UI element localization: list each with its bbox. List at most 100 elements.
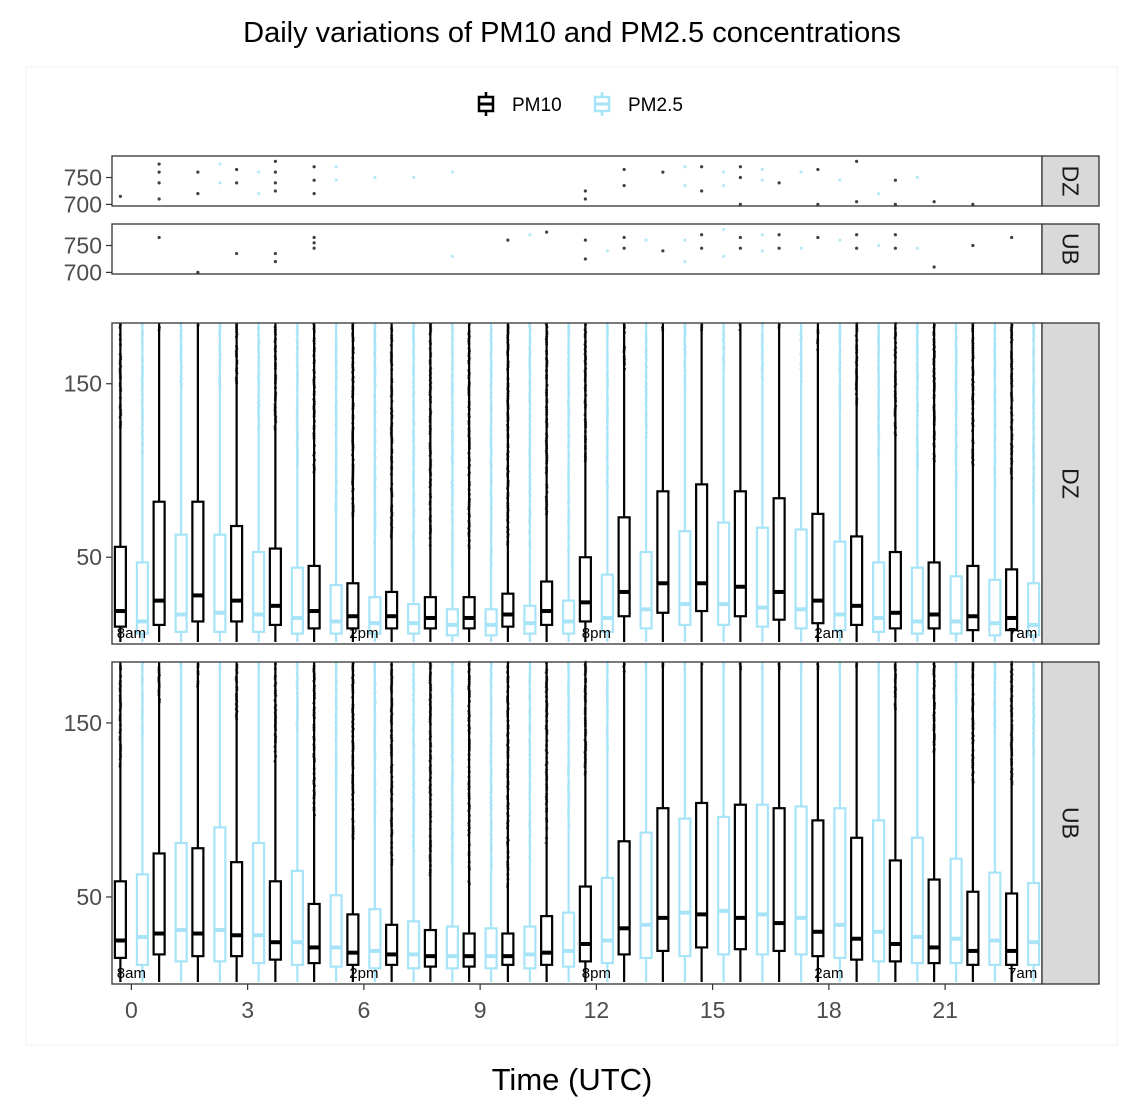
x-tick-label: 9 [474, 997, 487, 1023]
iqr-box [949, 857, 963, 965]
outlier-point [799, 170, 803, 174]
iqr-box [639, 831, 653, 959]
panel-dz-lower: 50 150 8am 2pm 8pm 2am 7am DZ [64, 321, 1100, 645]
box-pm10-hour-13 [617, 323, 631, 642]
outlier-point [760, 167, 764, 172]
local-time-label-8pm: 8pm [582, 625, 611, 642]
facet-strip-label-ub: UB [1058, 233, 1084, 265]
iqr-box [174, 841, 188, 963]
box-pm25-hour-18 [833, 662, 847, 982]
box-pm25-hour-19 [872, 662, 886, 982]
outlier-point [777, 233, 781, 237]
iqr-box [678, 530, 692, 627]
outlier-point [661, 170, 665, 174]
outlier-point [622, 246, 626, 250]
box-pm25-hour-11 [562, 323, 576, 642]
outlier-point [932, 265, 936, 269]
iqr-box [290, 566, 304, 635]
iqr-box [695, 483, 709, 613]
outlier-point [700, 165, 704, 169]
box-pm25-hour-9 [484, 662, 498, 982]
outlier-point [235, 251, 239, 256]
outlier-point [157, 197, 161, 201]
local-time-label-2am: 2am [814, 965, 843, 982]
box-pm10-hour-20 [888, 662, 902, 982]
iqr-box [135, 873, 149, 966]
iqr-box [656, 490, 670, 614]
outlier-point [816, 202, 820, 206]
outlier-point [622, 183, 626, 188]
outlier-point [196, 270, 200, 274]
legend: PM10 PM2.5 [477, 92, 683, 116]
outlier-point [777, 181, 781, 185]
box-pm25-hour-21 [949, 323, 963, 642]
iqr-box [230, 524, 244, 623]
iqr-box [811, 819, 825, 958]
outlier-point [605, 249, 609, 253]
box-pm10-hour-21 [927, 662, 941, 982]
box-pm10-hour-1 [152, 662, 166, 982]
legend-label-pm10: PM10 [512, 95, 562, 116]
iqr-box [562, 599, 576, 635]
panel-border [111, 661, 1043, 985]
outlier-point [312, 241, 316, 245]
box-pm10-hour-12 [578, 323, 592, 642]
outlier-point [893, 233, 897, 237]
box-pm25-hour-8 [445, 662, 459, 982]
iqr-box [910, 566, 924, 635]
box-pm10-hour-20 [888, 321, 902, 642]
outlier-point [777, 246, 781, 250]
facet-strip [1041, 322, 1100, 645]
iqr-box [423, 928, 437, 968]
box-pm25-hour-23 [1027, 662, 1041, 982]
box-pm25-hour-6 [368, 662, 382, 982]
box-pm25-hour-9 [484, 323, 498, 642]
outlier-point [583, 238, 587, 242]
iqr-box [346, 913, 360, 966]
iqr-box [230, 861, 244, 958]
iqr-box [191, 847, 205, 958]
legend-key-pm10 [477, 92, 495, 116]
iqr-box [445, 925, 459, 970]
outlier-point [412, 175, 416, 180]
outlier-point [583, 257, 587, 261]
box-pm25-hour-16 [755, 662, 769, 982]
box-pm25-hour-22 [988, 322, 1002, 642]
box-pm10-hour-11 [540, 661, 554, 982]
iqr-box [811, 512, 825, 625]
outlier-point [738, 202, 742, 206]
iqr-box [833, 540, 847, 632]
outlier-point [622, 235, 626, 240]
box-pm10-hour-6 [346, 322, 360, 642]
outlier-point [528, 233, 532, 237]
box-pm10-hour-3 [230, 323, 244, 642]
iqr-box [523, 604, 537, 635]
box-pm25-hour-8 [445, 323, 459, 642]
outlier-point [722, 254, 726, 258]
local-time-label-2am: 2am [814, 625, 843, 642]
x-tick-label: 18 [816, 997, 842, 1023]
box-pm25-hour-0 [135, 661, 149, 982]
x-tick-label: 12 [584, 997, 610, 1023]
outlier-point [273, 260, 277, 264]
box-pm25-hour-22 [988, 662, 1002, 982]
x-axis-label: Time (UTC) [492, 1062, 653, 1097]
box-pm10-hour-23 [1005, 323, 1019, 642]
box-pm10-hour-2 [191, 662, 205, 982]
box-pm10-hour-7 [385, 323, 399, 642]
iqr-box [252, 550, 266, 633]
local-time-label-7am: 7am [1008, 965, 1037, 982]
x-tick-label: 21 [932, 997, 958, 1023]
outlier-point [450, 254, 454, 258]
iqr-box [927, 561, 941, 630]
iqr-box [850, 836, 864, 961]
box-pm10-hour-21 [927, 323, 941, 642]
outlier-point [118, 194, 122, 198]
iqr-box [152, 852, 166, 956]
outlier-point [683, 183, 687, 188]
outlier-point [583, 189, 587, 193]
outlier-point [700, 233, 704, 237]
outlier-point [450, 170, 454, 174]
